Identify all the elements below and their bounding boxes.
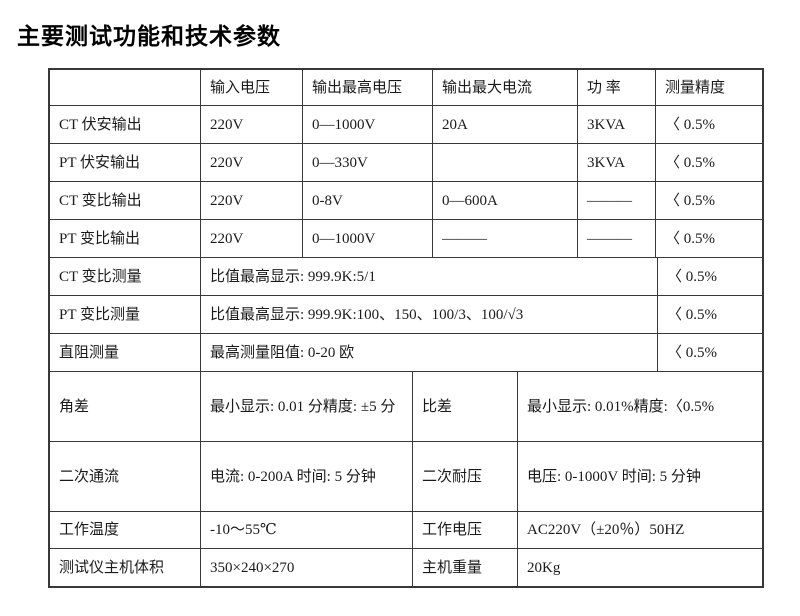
input-voltage-cell: 220V (200, 220, 302, 257)
row-label-secondary: 二次耐压 (412, 442, 517, 511)
table-row-secondary-current: 二次通流 电流: 0-200A 时间: 5 分钟 二次耐压 电压: 0-1000… (50, 441, 762, 511)
row-label: CT 变比输出 (59, 192, 142, 209)
table-row-host-size: 测试仪主机体积 350×240×270 主机重量 20Kg (50, 548, 762, 586)
table-row-ct-ratio-measure: CT 变比测量 比值最高显示: 999.9K:5/1 〈 0.5% (50, 257, 762, 295)
max-output-current-cell (432, 144, 577, 181)
accuracy-cell: 〈 0.5% (657, 334, 762, 371)
table-row-ct-ratio-output: CT 变比输出 220V 0-8V 0—600A ——— 〈 0.5% (50, 181, 762, 219)
row-label: 二次通流 (59, 468, 120, 485)
spec-table: 输入电压 输出最高电压 输出最大电流 功 率 测量精度 CT 伏安输出 220V… (48, 68, 764, 588)
accuracy-cell: 〈 0.5% (655, 144, 762, 181)
row-label: CT 变比测量 (59, 268, 142, 285)
row-label: 测试仪主机体积 (59, 559, 165, 576)
power-cell: 3KVA (577, 144, 655, 181)
table-row-angle-error: 角差 最小显示: 0.01 分精度: ±5 分 比差 最小显示: 0.01%精度… (50, 371, 762, 441)
power-cell: ——— (577, 220, 655, 257)
header-cell-accuracy: 测量精度 (655, 70, 762, 105)
row-label: 直阻测量 (59, 344, 120, 361)
accuracy-cell: 〈 0.5% (657, 296, 762, 333)
merged-value-cell: 比值最高显示: 999.9K:5/1 (200, 258, 657, 295)
value-cell-secondary: AC220V（±20％）50HZ (517, 512, 762, 548)
power-cell: ——— (577, 182, 655, 219)
row-label: PT 变比输出 (59, 230, 140, 247)
table-row-ct-va-output: CT 伏安输出 220V 0—1000V 20A 3KVA 〈 0.5% (50, 105, 762, 143)
value-cell-secondary: 电压: 0-1000V 时间: 5 分钟 (517, 442, 762, 511)
accuracy-cell: 〈 0.5% (655, 106, 762, 143)
value-cell: 350×240×270 (200, 549, 412, 586)
max-output-voltage-cell: 0-8V (302, 182, 432, 219)
merged-value-cell: 最高测量阻值: 0-20 欧 (200, 334, 657, 371)
max-output-current-cell: 0—600A (432, 182, 577, 219)
accuracy-cell: 〈 0.5% (655, 220, 762, 257)
max-output-voltage-cell: 0—1000V (302, 106, 432, 143)
accuracy-cell: 〈 0.5% (657, 258, 762, 295)
accuracy-cell: 〈 0.5% (655, 182, 762, 219)
row-label: PT 伏安输出 (59, 154, 140, 171)
row-label-secondary: 比差 (412, 372, 517, 441)
table-row-working-temp: 工作温度 -10～55℃ 工作电压 AC220V（±20％）50HZ (50, 511, 762, 548)
row-label: 工作温度 (59, 522, 120, 538)
table-row-pt-ratio-measure: PT 变比测量 比值最高显示: 999.9K:100、150、100/3、100… (50, 295, 762, 333)
merged-value-cell: 比值最高显示: 999.9K:100、150、100/3、100/√3 (200, 296, 657, 333)
value-cell-secondary: 最小显示: 0.01%精度:〈0.5% (517, 372, 762, 441)
page-title: 主要测试功能和技术参数 (17, 24, 281, 49)
max-output-voltage-cell: 0—330V (302, 144, 432, 181)
value-cell: 电流: 0-200A 时间: 5 分钟 (200, 442, 412, 511)
input-voltage-cell: 220V (200, 106, 302, 143)
header-cell-input-voltage: 输入电压 (200, 70, 302, 105)
value-cell: 最小显示: 0.01 分精度: ±5 分 (200, 372, 412, 441)
value-cell-secondary: 20Kg (517, 549, 762, 586)
header-cell-empty (50, 70, 200, 105)
row-label: CT 伏安输出 (59, 116, 142, 133)
table-header-row: 输入电压 输出最高电压 输出最大电流 功 率 测量精度 (50, 70, 762, 105)
header-cell-max-output-voltage: 输出最高电压 (302, 70, 432, 105)
header-cell-power: 功 率 (577, 70, 655, 105)
input-voltage-cell: 220V (200, 144, 302, 181)
max-output-current-cell: 20A (432, 106, 577, 143)
input-voltage-cell: 220V (200, 182, 302, 219)
table-row-pt-va-output: PT 伏安输出 220V 0—330V 3KVA 〈 0.5% (50, 143, 762, 181)
row-label: 角差 (59, 398, 90, 415)
max-output-current-cell: ——— (432, 220, 577, 257)
row-label-secondary: 工作电压 (412, 512, 517, 548)
power-cell: 3KVA (577, 106, 655, 143)
row-label: PT 变比测量 (59, 306, 140, 323)
table-row-pt-ratio-output: PT 变比输出 220V 0—1000V ——— ——— 〈 0.5% (50, 219, 762, 257)
max-output-voltage-cell: 0—1000V (302, 220, 432, 257)
value-cell: -10～55℃ (200, 512, 412, 548)
header-cell-max-output-current: 输出最大电流 (432, 70, 577, 105)
table-row-resistance-measure: 直阻测量 最高测量阻值: 0-20 欧 〈 0.5% (50, 333, 762, 371)
row-label-secondary: 主机重量 (412, 549, 517, 586)
